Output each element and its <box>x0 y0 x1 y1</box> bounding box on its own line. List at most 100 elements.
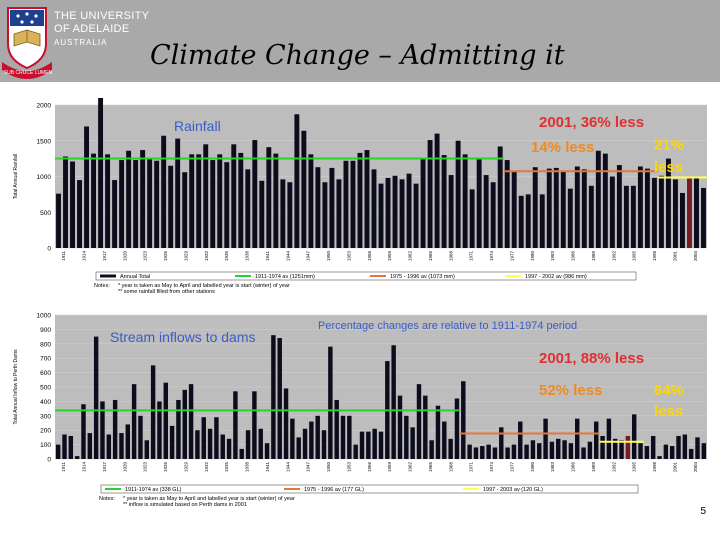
inflow-bar <box>239 448 244 459</box>
inflow-xtick-label: 1926 <box>163 462 168 473</box>
inflow-bar <box>619 440 624 459</box>
inflow-xtick-label: 1968 <box>448 462 453 473</box>
rainfall-bar <box>462 154 468 248</box>
inflow-chart-subtitle: Percentage changes are relative to 1911-… <box>318 320 577 332</box>
rainfall-bar <box>315 167 321 248</box>
rainfall-bar <box>273 153 279 248</box>
rainfall-legend-label: Annual Total <box>120 274 150 280</box>
rainfall-bar <box>525 194 531 248</box>
motto-ribbon: SUB CRUCE LUMEN <box>4 70 53 76</box>
rainfall-bar <box>581 169 587 248</box>
rainfall-xtick-label: 1971 <box>469 251 474 262</box>
slide-header: THE UNIVERSITY OF ADELAIDE AUSTRALIA SUB… <box>0 0 720 82</box>
rainfall-bar <box>154 160 160 248</box>
inflow-ytick-label: 0 <box>47 457 51 464</box>
rainfall-xtick-label: 1962 <box>408 251 413 262</box>
rainfall-ytick-label: 500 <box>40 210 51 217</box>
inflow-bar <box>366 431 371 459</box>
rainfall-bar <box>441 155 447 248</box>
inflow-bar <box>682 434 688 459</box>
rainfall-bar <box>77 180 82 248</box>
rainfall-bar <box>63 156 68 248</box>
inflow-bar <box>467 444 472 459</box>
inflow-annotation-2: 52% less <box>539 382 602 399</box>
logo-line3: AUSTRALIA <box>54 38 108 47</box>
rainfall-bar <box>546 168 552 248</box>
inflow-annotation-3: 64% <box>654 382 684 399</box>
rainfall-legend-label: 1911-1974 av (1251mm) <box>255 274 315 280</box>
inflow-bar <box>264 443 270 459</box>
rainfall-xtick-label: 1926 <box>163 251 168 262</box>
rainfall-bar <box>252 140 258 248</box>
rainfall-legend-swatch-bar <box>100 274 116 278</box>
rainfall-bar <box>210 160 216 248</box>
rainfall-note: * year is taken as May to April and labe… <box>118 283 290 289</box>
rainfall-bar <box>497 146 503 248</box>
inflow-xtick-label: 1953 <box>346 462 351 473</box>
inflow-bar <box>340 415 346 459</box>
inflow-xtick-label: 1980 <box>530 462 535 473</box>
inflow-bar <box>397 395 403 459</box>
inflow-xtick-label: 2004 <box>693 462 698 473</box>
rainfall-bar <box>196 154 202 248</box>
inflow-bar <box>220 434 225 459</box>
page-number: 5 <box>700 506 706 517</box>
rainfall-bar <box>574 166 580 248</box>
rainfall-bar <box>259 180 265 248</box>
rainfall-xtick-label: 1929 <box>183 251 188 262</box>
inflow-bar <box>663 444 669 459</box>
rainfall-bar <box>105 154 111 248</box>
inflow-bar <box>296 437 301 459</box>
rainfall-bar <box>469 189 475 248</box>
inflow-bar <box>81 404 86 459</box>
inflow-bar <box>657 456 662 459</box>
inflow-bar <box>631 414 637 459</box>
rainfall-bar <box>301 130 307 248</box>
rainfall-bar <box>455 140 461 248</box>
rainfall-xtick-label: 1998 <box>652 251 657 262</box>
rainfall-bar <box>294 114 300 248</box>
rainfall-bar <box>203 144 209 248</box>
rainfall-xtick-label: 1953 <box>346 251 351 262</box>
rainfall-xtick-label: 1923 <box>143 251 148 262</box>
inflow-bar <box>378 431 384 459</box>
inflow-bar <box>454 398 460 459</box>
inflow-bar <box>188 384 194 459</box>
inflow-ytick-label: 800 <box>40 341 51 348</box>
rainfall-bar <box>224 162 230 248</box>
rainfall-bar <box>680 192 685 248</box>
inflow-xtick-label: 1911 <box>61 462 66 472</box>
inflow-bar <box>55 444 61 459</box>
rainfall-bar <box>385 177 391 248</box>
university-logo: THE UNIVERSITY OF ADELAIDE AUSTRALIA SUB… <box>0 0 150 82</box>
inflow-ytick-label: 100 <box>40 442 51 449</box>
inflow-bar <box>226 438 232 459</box>
rainfall-bar <box>343 160 349 248</box>
inflow-bar <box>169 425 175 459</box>
rainfall-bar <box>448 175 454 248</box>
inflow-legend-box <box>100 484 639 494</box>
inflow-bar <box>549 441 555 459</box>
inflow-bar <box>182 389 187 459</box>
inflow-bar <box>530 440 536 459</box>
inflow-bar <box>157 401 162 459</box>
rainfall-xtick-label: 1920 <box>122 251 127 262</box>
inflow-legend-label: 1975 - 1996 av (177 GL) <box>304 487 364 493</box>
rainfall-bar <box>616 165 622 248</box>
rainfall-bar <box>476 159 482 248</box>
inflow-xtick-label: 1965 <box>428 462 433 473</box>
inflow-bar <box>100 401 105 459</box>
inflow-legend-label: 1911-1974 av (338 GL) <box>125 487 182 493</box>
inflow-bar <box>119 433 124 459</box>
rainfall-xtick-label: 1938 <box>245 251 250 262</box>
rainfall-xtick-label: 1995 <box>632 251 637 262</box>
inflow-bar <box>62 434 67 459</box>
inflow-bar <box>473 447 479 459</box>
rainfall-bar <box>434 133 440 248</box>
rainfall-legend-label: 1975 - 1996 av (1073 mm) <box>390 274 455 280</box>
rainfall-bar <box>238 152 244 248</box>
rainfall-xtick-label: 1935 <box>224 251 229 262</box>
inflow-bar <box>606 418 612 459</box>
rainfall-chart-title: Rainfall <box>174 118 221 134</box>
inflow-ytick-label: 700 <box>40 356 51 363</box>
